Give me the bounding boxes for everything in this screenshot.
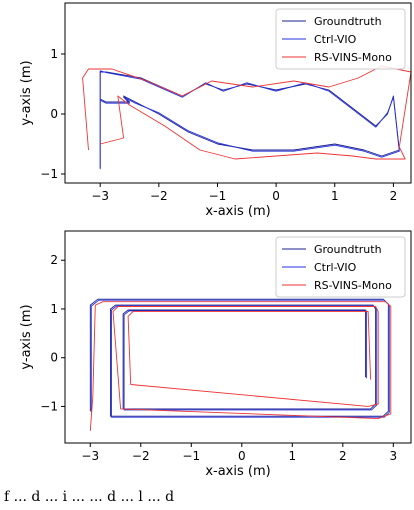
y-tick-label: 0 xyxy=(50,107,58,121)
y-tick-label: 1 xyxy=(50,47,58,61)
plot-frame xyxy=(64,2,412,184)
x-axis-label: x-axis (m) xyxy=(205,204,270,219)
legend-box xyxy=(275,8,406,70)
legend-label: RS-VINS-Mono xyxy=(314,51,392,64)
series-line-rs-vins-mono xyxy=(89,301,392,431)
legend-label: Groundtruth xyxy=(314,15,382,28)
x-tick-label: 1 xyxy=(288,449,296,463)
x-tick-label: −3 xyxy=(81,449,99,463)
x-tick-label: 1 xyxy=(331,189,339,203)
x-tick-label: −3 xyxy=(91,189,109,203)
x-tick-label: 2 xyxy=(339,449,347,463)
legend-label: Groundtruth xyxy=(314,243,382,256)
x-tick-label: 0 xyxy=(238,449,246,463)
plot-frame xyxy=(64,230,412,444)
y-axis-label: y-axis (m) xyxy=(19,60,34,125)
figure-caption: f ... d ... i ... ... d ... l ... d xyxy=(4,489,175,505)
x-tick-label: −1 xyxy=(182,449,200,463)
series-line-groundtruth xyxy=(89,298,389,417)
y-axis-label: y-axis (m) xyxy=(19,304,34,369)
y-tick-label: 2 xyxy=(50,253,58,267)
x-tick-label: −2 xyxy=(150,189,168,203)
legend-label: RS-VINS-Mono xyxy=(314,279,392,292)
x-tick-label: 2 xyxy=(390,189,398,203)
figure: −3 −2 −1 0 1 2 −1 0 1 x-axis (m) y-axis (m) Groundt… xyxy=(19,2,412,479)
legend-label: Ctrl-VIO xyxy=(314,33,357,46)
series-line-rs-vins-mono xyxy=(82,65,412,160)
chart-2: −3 −2 −1 0 1 2 3 −1 0 1 2 x-axis (m) y-axis (m) Groun… xyxy=(19,230,412,479)
y-tick-label: −1 xyxy=(40,167,58,181)
y-tick-label: −1 xyxy=(40,399,58,413)
chart-1: −3 −2 −1 0 1 2 −1 0 1 x-axis (m) y-axis (m) Groundt… xyxy=(19,2,412,219)
y-tick-label: 1 xyxy=(50,302,58,316)
x-tick-label: −1 xyxy=(209,189,227,203)
legend-label: Ctrl-VIO xyxy=(314,261,357,274)
series-line-ctrl-vio xyxy=(99,70,400,170)
charts: −3 −2 −1 0 1 2 −1 0 1 x-axis (m) y-axis (m) Groundt… xyxy=(19,2,412,479)
x-axis-label: x-axis (m) xyxy=(205,464,270,479)
x-tick-label: 3 xyxy=(390,449,398,463)
series-line-ctrl-vio xyxy=(90,299,390,418)
legend-box xyxy=(275,236,406,298)
x-tick-label: 0 xyxy=(272,189,280,203)
y-tick-label: 0 xyxy=(50,351,58,365)
x-tick-label: −2 xyxy=(132,449,150,463)
